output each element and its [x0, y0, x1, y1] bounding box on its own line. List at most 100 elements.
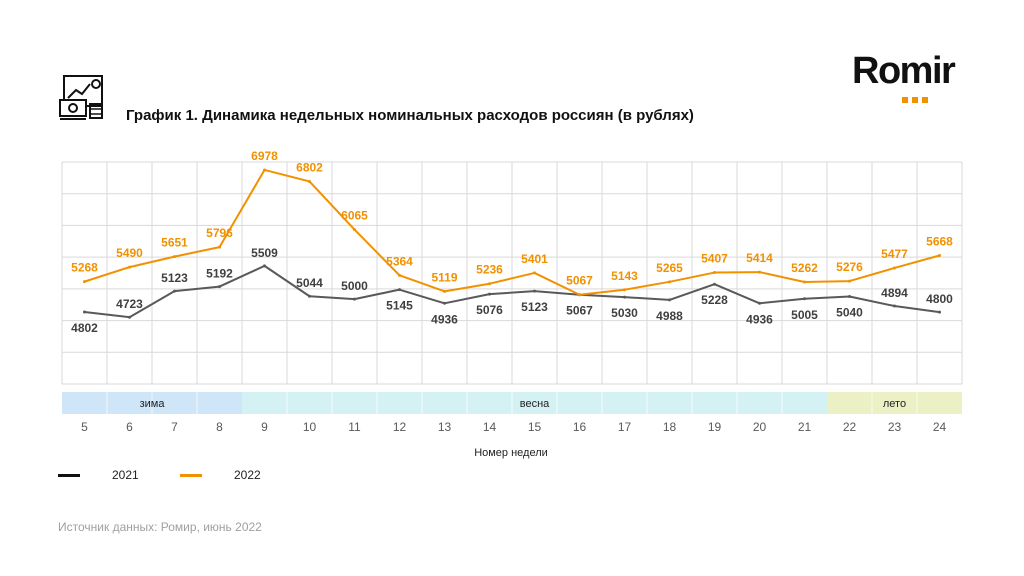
data-point-2021: [83, 310, 86, 314]
legend-item-2021: 2021: [58, 468, 139, 482]
data-point-2022: [668, 280, 671, 284]
data-label-2021: 5076: [476, 303, 503, 317]
x-tick-label: 5: [81, 420, 88, 434]
x-tick-label: 8: [216, 420, 223, 434]
data-point-2022: [218, 245, 221, 249]
data-point-2022: [713, 271, 716, 275]
data-label-2022: 5262: [791, 261, 818, 275]
x-tick-label: 24: [933, 420, 947, 434]
data-point-2022: [578, 293, 581, 297]
data-point-2021: [128, 315, 131, 319]
data-label-2021: 4723: [116, 297, 143, 311]
season-band: [242, 392, 827, 414]
data-point-2021: [218, 285, 221, 289]
data-label-2021: 5192: [206, 267, 233, 281]
data-point-2021: [713, 282, 716, 286]
x-tick-label: 18: [663, 420, 677, 434]
data-point-2022: [893, 266, 896, 270]
x-tick-label: 10: [303, 420, 317, 434]
data-point-2022: [443, 289, 446, 293]
x-tick-label: 11: [348, 420, 361, 434]
data-point-2022: [83, 280, 86, 284]
data-label-2021: 5228: [701, 293, 728, 307]
data-label-2022: 5401: [521, 252, 548, 266]
series-line-2021: [84, 264, 940, 319]
data-label-2021: 5145: [386, 299, 413, 313]
data-label-2022: 5143: [611, 269, 638, 283]
data-label-2021: 5005: [791, 308, 818, 322]
data-label-2022: 5364: [386, 254, 413, 268]
x-axis-label: Номер недели: [474, 447, 548, 459]
data-label-2022: 5268: [71, 261, 98, 275]
data-label-2022: 5668: [926, 235, 953, 249]
data-point-2022: [263, 168, 266, 172]
data-point-2022: [128, 265, 131, 269]
data-point-2021: [623, 295, 626, 299]
x-tick-label: 16: [573, 420, 587, 434]
data-label-2022: 5407: [701, 252, 728, 266]
x-tick-label: 21: [798, 420, 812, 434]
data-label-2021: 5123: [521, 300, 548, 314]
season-label: зима: [140, 398, 166, 410]
x-tick-label: 14: [483, 420, 497, 434]
data-label-2022: 5477: [881, 247, 908, 261]
data-point-2021: [443, 301, 446, 305]
season-label: лето: [883, 398, 906, 410]
logo-text: Romir: [852, 50, 956, 92]
data-point-2022: [758, 270, 761, 274]
data-point-2022: [488, 282, 491, 286]
data-label-2021: 5030: [611, 306, 638, 320]
legend-label-2021: 2021: [112, 468, 139, 482]
data-point-2022: [308, 179, 311, 183]
data-point-2021: [848, 295, 851, 299]
data-label-2022: 5236: [476, 263, 503, 277]
data-point-2022: [353, 228, 356, 232]
legend-swatch-2021: [58, 473, 80, 477]
data-label-2022: 5414: [746, 251, 773, 265]
data-point-2022: [533, 271, 536, 275]
data-label-2021: 5509: [251, 246, 278, 260]
report-icon: [58, 74, 106, 127]
data-label-2021: 4936: [431, 312, 458, 326]
data-label-2022: 5796: [206, 226, 233, 240]
data-point-2021: [353, 297, 356, 301]
data-point-2021: [488, 292, 491, 296]
data-point-2022: [803, 280, 806, 284]
data-label-2021: 5040: [836, 306, 863, 320]
data-label-2021: 4988: [656, 309, 683, 323]
season-label: весна: [520, 398, 550, 410]
data-label-2022: 6065: [341, 209, 368, 223]
data-point-2021: [263, 264, 266, 268]
x-tick-label: 20: [753, 420, 767, 434]
legend-label-2022: 2022: [234, 468, 261, 482]
data-point-2021: [938, 310, 941, 314]
data-point-2021: [533, 289, 536, 293]
season-band: [827, 392, 962, 414]
data-label-2022: 6802: [296, 160, 323, 174]
data-label-2022: 5651: [161, 236, 188, 250]
data-point-2021: [398, 288, 401, 292]
x-tick-label: 9: [261, 420, 268, 434]
data-point-2022: [938, 254, 941, 258]
series-line-2022: [84, 168, 940, 296]
data-label-2022: 5276: [836, 260, 863, 274]
x-tick-label: 15: [528, 420, 542, 434]
data-point-2021: [893, 304, 896, 308]
data-label-2021: 5123: [161, 271, 188, 285]
data-label-2021: 4936: [746, 312, 773, 326]
data-label-2022: 5119: [431, 270, 457, 284]
legend-swatch-2022: [180, 473, 202, 477]
x-tick-label: 7: [171, 420, 178, 434]
data-label-2021: 5044: [296, 276, 323, 290]
data-label-2022: 5490: [116, 246, 143, 260]
legend-item-2022: 2022: [180, 468, 261, 482]
data-point-2021: [803, 297, 806, 301]
data-point-2021: [308, 294, 311, 298]
data-point-2022: [848, 279, 851, 283]
data-label-2021: 5000: [341, 279, 368, 293]
data-label-2022: 5265: [656, 261, 683, 275]
data-point-2021: [758, 301, 761, 305]
x-tick-label: 12: [393, 420, 407, 434]
data-label-2021: 4800: [926, 292, 953, 306]
